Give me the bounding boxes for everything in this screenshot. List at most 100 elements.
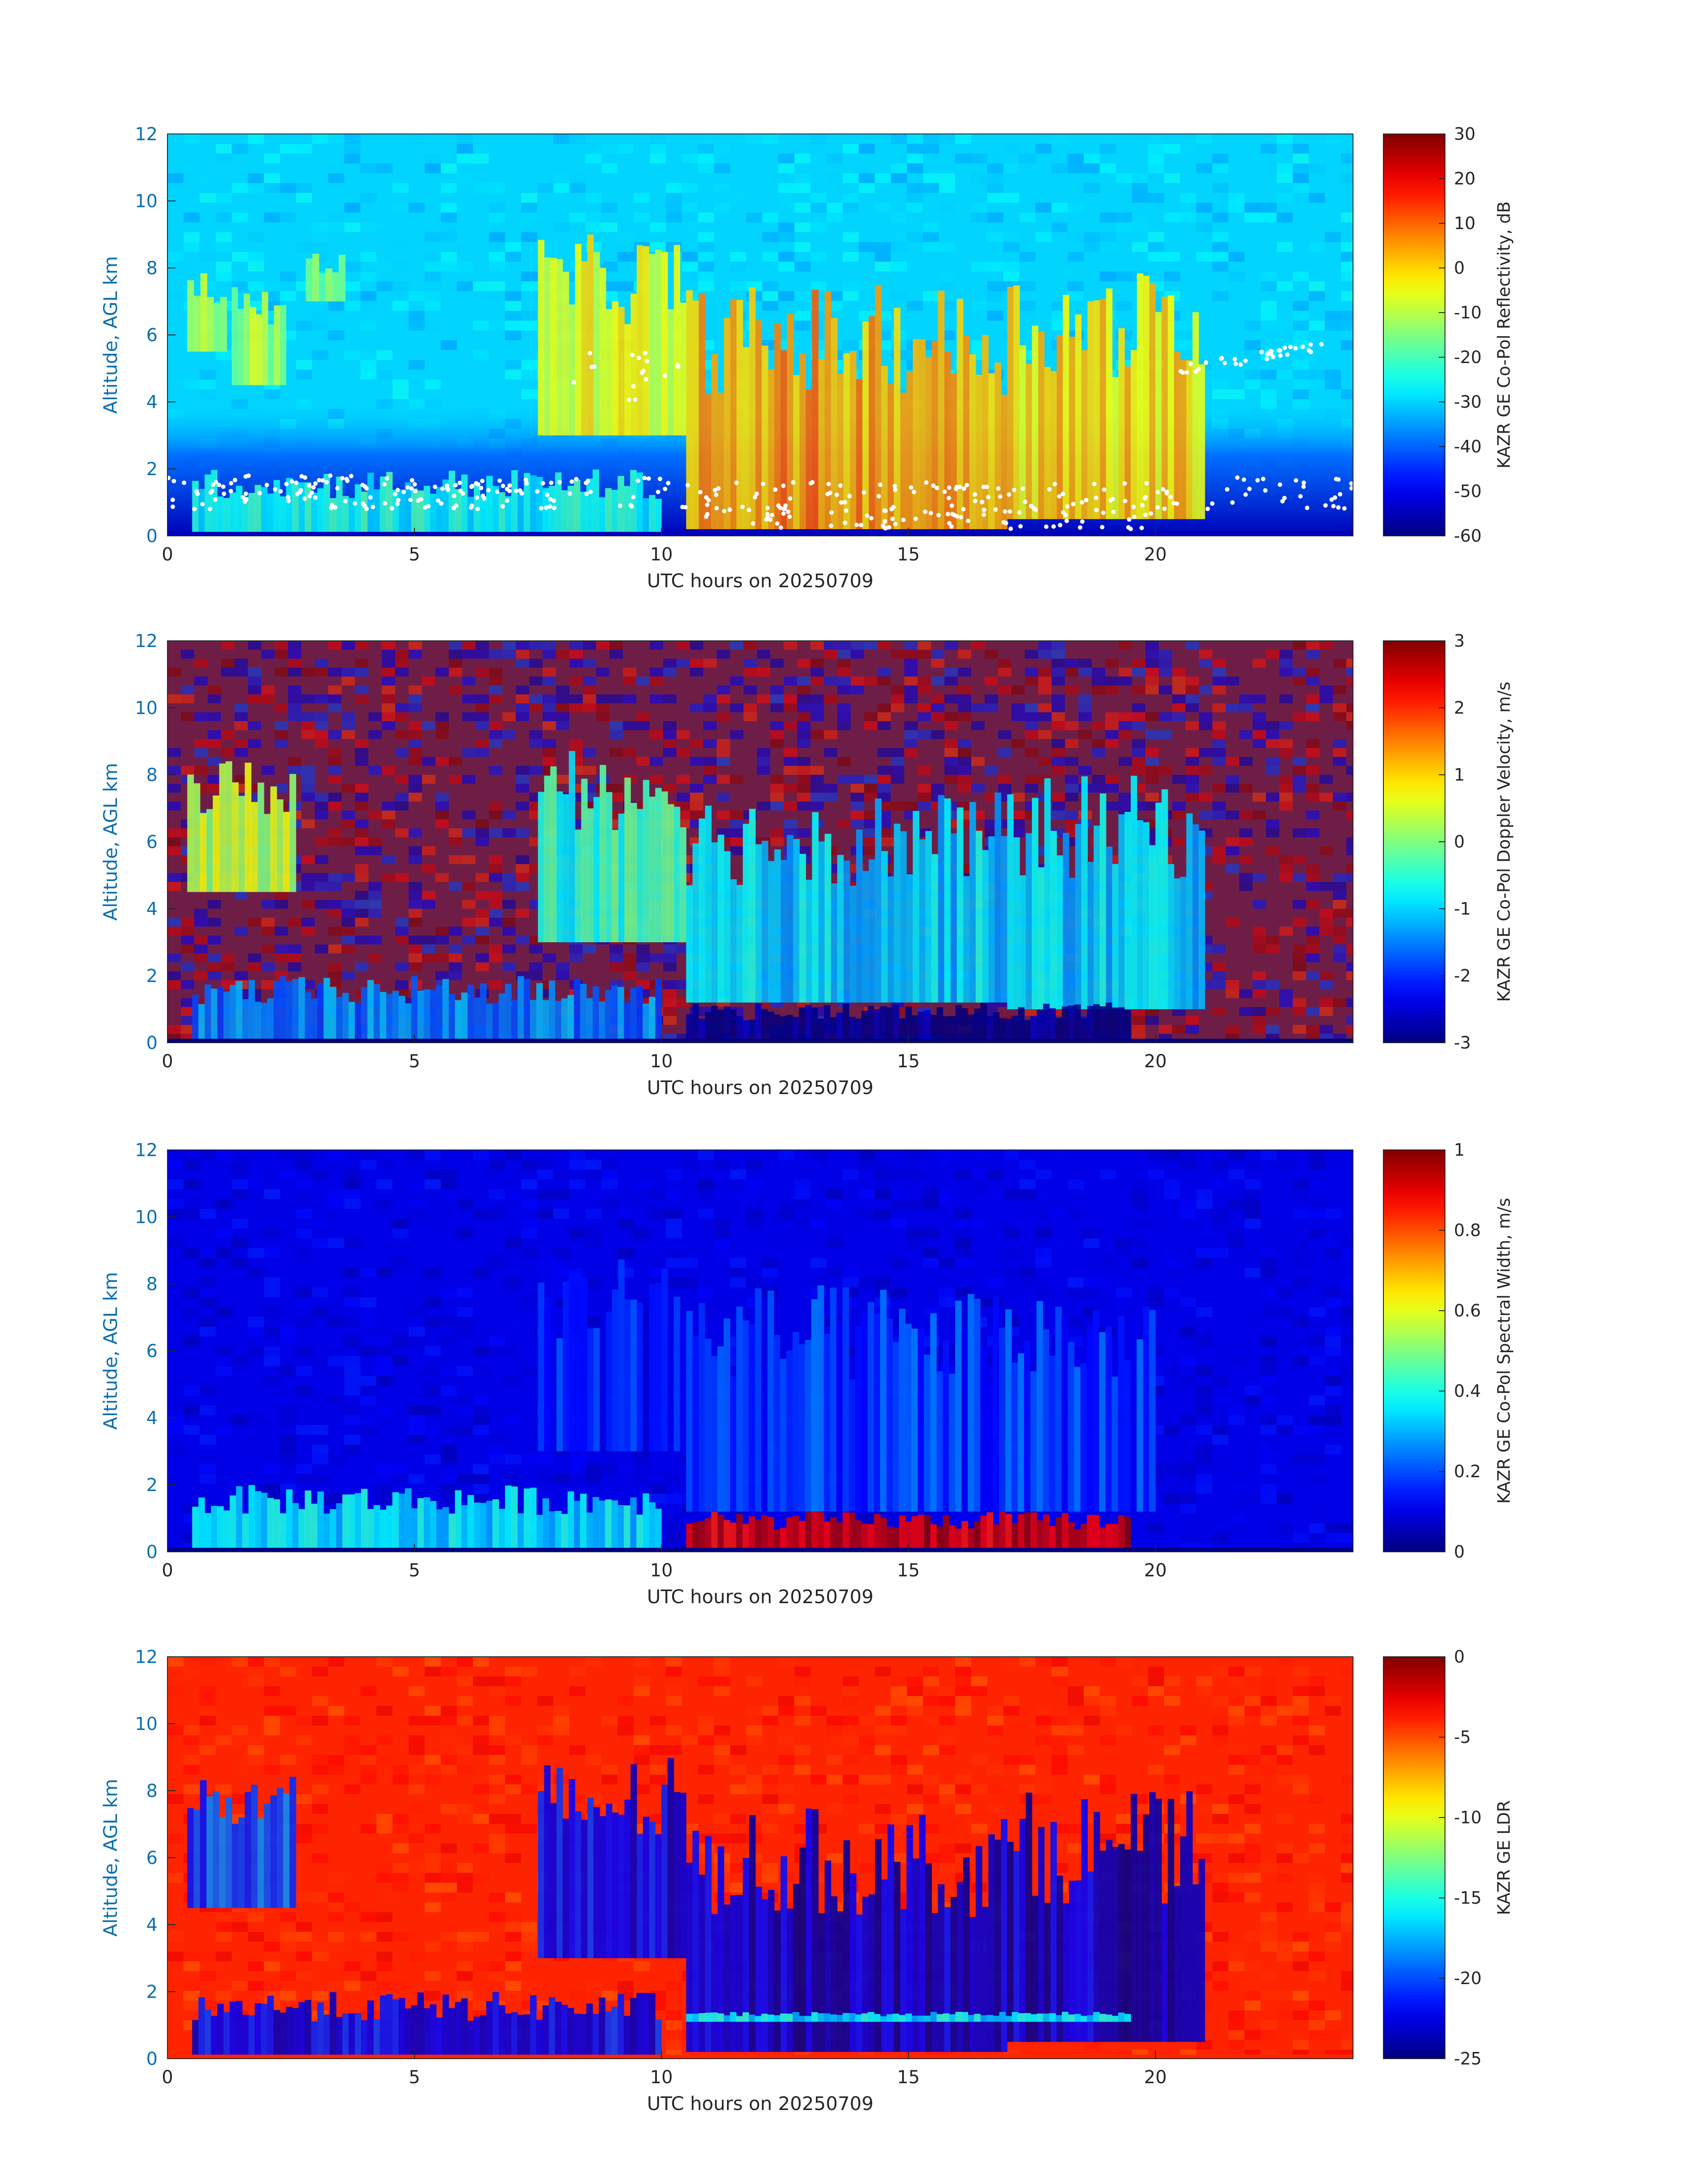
cloud-base-point [973, 492, 977, 497]
noise-cell [1346, 998, 1353, 1007]
noise-cell [1038, 641, 1052, 650]
noise-cell [516, 828, 529, 837]
cloud-column [205, 984, 211, 1043]
noise-cell [1293, 1484, 1309, 1494]
noise-cell [344, 1386, 360, 1396]
noise-cell [1100, 242, 1116, 252]
noise-cell [1084, 1238, 1100, 1248]
noise-cell [344, 222, 360, 232]
noise-cell [971, 784, 985, 793]
cloud-column [348, 1002, 355, 1043]
noise-cell [1325, 370, 1341, 380]
noise-cell [1196, 1405, 1212, 1415]
noise-cell [891, 685, 904, 694]
noise-cell [516, 694, 529, 703]
cloud-column [1030, 1015, 1037, 1043]
noise-cell [1019, 213, 1036, 222]
noise-cell [1306, 739, 1320, 748]
noise-cell [344, 1268, 360, 1278]
noise-cell [610, 953, 623, 962]
noise-cell [1164, 252, 1180, 262]
noise-cell [476, 918, 489, 927]
cloud-base-point [170, 497, 175, 502]
cloud-column [1155, 802, 1162, 1009]
cloud-column [649, 997, 656, 1043]
noise-cell [521, 1179, 537, 1189]
noise-cell [473, 350, 489, 360]
cloud-column [837, 855, 844, 1003]
noise-cell [288, 757, 301, 766]
noise-cell [355, 784, 368, 793]
noise-cell [1228, 203, 1244, 213]
noise-cell [473, 1425, 489, 1435]
noise-cell [425, 262, 441, 272]
noise-cell [489, 1160, 505, 1170]
noise-cell [376, 262, 393, 272]
noise-cell [1306, 882, 1320, 891]
noise-cell [376, 1376, 393, 1386]
cloud-column [1007, 287, 1014, 519]
cloud-column [223, 498, 230, 536]
noise-cell [1164, 173, 1180, 183]
cloud-base-point [548, 497, 553, 501]
noise-cell [1036, 1228, 1052, 1238]
cloud-column [580, 984, 587, 1043]
noise-cell [851, 784, 864, 793]
noise-cell [971, 173, 987, 183]
noise-cell [1244, 1189, 1261, 1199]
noise-cell [368, 936, 382, 944]
noise-cell [891, 694, 904, 703]
cloud-base-point [959, 515, 964, 520]
noise-cell [1279, 989, 1293, 998]
noise-cell [382, 766, 395, 775]
cloud-column [1044, 778, 1051, 1009]
cloud-column [248, 493, 255, 536]
noise-cell [1346, 962, 1353, 971]
noise-cell [877, 784, 891, 793]
noise-cell [1277, 163, 1293, 173]
noise-cell [200, 1474, 216, 1484]
cloud-base-point [313, 481, 318, 486]
surface-strip [167, 1039, 1353, 1043]
noise-cell [1333, 748, 1346, 757]
cloud-column [549, 486, 555, 536]
noise-cell [441, 222, 457, 232]
cloud-column [332, 272, 339, 301]
noise-cell [1148, 163, 1164, 173]
noise-cell [663, 980, 677, 989]
noise-cell [1253, 971, 1266, 980]
noise-cell [859, 144, 875, 154]
noise-cell [1306, 694, 1320, 703]
noise-cell [296, 1179, 312, 1189]
noise-cell [585, 213, 601, 222]
noise-cell [1293, 918, 1306, 927]
cloud-column [1161, 297, 1168, 519]
cloud-base-point [775, 521, 780, 526]
noise-cell [425, 1170, 441, 1179]
cloud-column [575, 829, 582, 942]
cloud-base-point [1300, 344, 1305, 349]
noise-cell [1119, 677, 1132, 685]
noise-cell [877, 703, 891, 712]
cloud-column [373, 489, 380, 536]
noise-cell [1320, 918, 1333, 927]
cloud-column [448, 994, 455, 1043]
cloud-base-point [839, 500, 844, 505]
noise-cell [1148, 134, 1164, 144]
noise-cell [746, 1278, 762, 1287]
cloud-base-point [1065, 504, 1070, 509]
noise-cell [939, 1297, 955, 1307]
noise-cell [569, 1464, 585, 1474]
noise-cell [987, 193, 1003, 203]
noise-cell [167, 873, 181, 882]
noise-cell [216, 272, 232, 281]
noise-cell [714, 1248, 730, 1258]
cloud-column [724, 851, 731, 1003]
noise-cell [666, 1228, 682, 1238]
noise-cell [824, 641, 837, 650]
noise-cell [441, 213, 457, 222]
noise-cell [368, 846, 382, 855]
cloud-base-point [514, 489, 518, 493]
cloud-base-point [1161, 487, 1165, 492]
cloud-column [655, 788, 662, 942]
